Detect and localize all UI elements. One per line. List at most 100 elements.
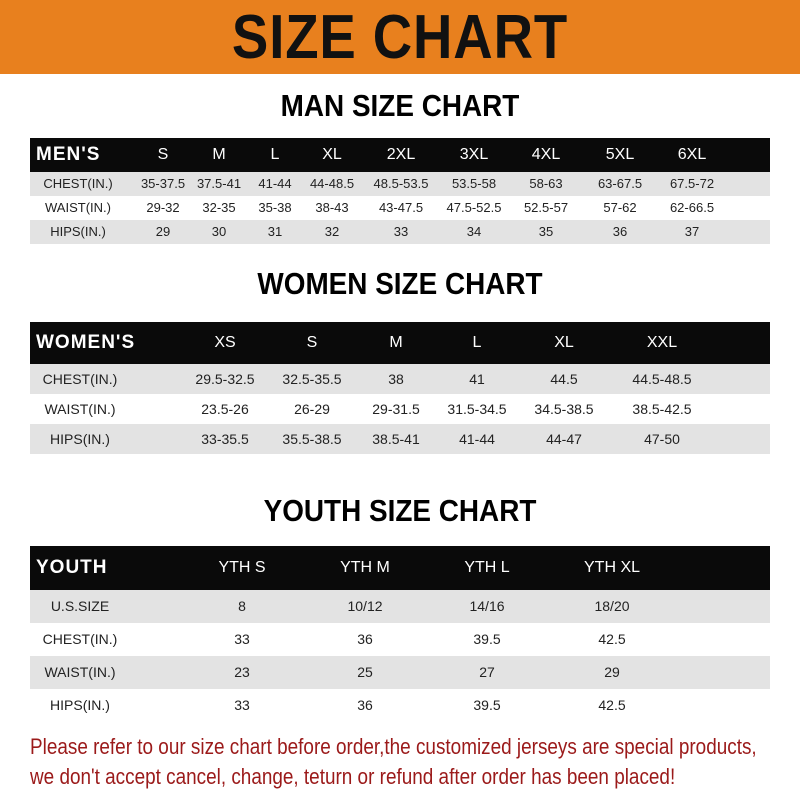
column-header: YTH L xyxy=(464,559,510,576)
men-table-row: CHEST(IN.) 35-37.5 37.5-41 41-44 44-48.5 48.5… xyxy=(30,172,770,196)
table-cell: 35-38 xyxy=(258,200,292,215)
table-cell: 39.5 xyxy=(473,631,501,647)
table-cell: 57-62 xyxy=(603,200,637,215)
column-header: S xyxy=(157,146,169,163)
table-cell: 38-43 xyxy=(315,200,349,215)
table-cell: 27 xyxy=(479,664,495,680)
column-header: M xyxy=(389,334,403,351)
table-cell: 62-66.5 xyxy=(669,200,715,215)
women-table-row: WAIST(IN.) 23.5-26 26-29 29-31.5 31.5-34.5 34… xyxy=(30,394,770,424)
table-cell: 37.5-41 xyxy=(196,176,242,191)
table-cell: 29.5-32.5 xyxy=(195,371,255,387)
table-cell: 52.5-57 xyxy=(523,200,569,215)
row-label: CHEST(IN.) xyxy=(43,176,113,191)
table-cell: 36 xyxy=(612,224,628,239)
men-table-row: HIPS(IN.) 29 30 31 32 33 34 35 36 37 xyxy=(30,220,770,244)
column-header: 3XL xyxy=(459,146,489,163)
table-cell: 38 xyxy=(388,371,404,387)
table-cell: 37 xyxy=(684,224,700,239)
table-cell: 43-47.5 xyxy=(378,200,424,215)
table-cell: 34.5-38.5 xyxy=(534,401,594,417)
row-label: WAIST(IN.) xyxy=(44,664,116,680)
banner-title: SIZE CHART xyxy=(231,3,569,72)
table-cell: 23.5-26 xyxy=(201,401,249,417)
table-cell: 33 xyxy=(234,697,250,713)
table-cell: 8 xyxy=(238,598,246,614)
table-label: YOUTH xyxy=(36,557,108,578)
table-cell: 29 xyxy=(604,664,620,680)
row-label: HIPS(IN.) xyxy=(50,224,106,239)
table-cell: 67.5-72 xyxy=(669,176,715,191)
column-header: XL xyxy=(554,334,574,351)
youth-section-title: YOUTH SIZE CHART xyxy=(263,493,537,528)
column-header: 5XL xyxy=(605,146,635,163)
youth-table-row: WAIST(IN.) 23 25 27 29 xyxy=(30,656,770,689)
table-cell: 34 xyxy=(466,224,482,239)
table-cell: 29 xyxy=(155,224,171,239)
table-cell: 33 xyxy=(234,631,250,647)
table-cell: 63-67.5 xyxy=(597,176,643,191)
table-cell: 25 xyxy=(357,664,373,680)
women-section-title: WOMEN SIZE CHART xyxy=(257,266,543,301)
table-cell: 44-48.5 xyxy=(309,176,355,191)
table-cell: 53.5-58 xyxy=(451,176,497,191)
row-label: WAIST(IN.) xyxy=(45,200,111,215)
row-label: WAIST(IN.) xyxy=(44,401,116,417)
table-cell: 31.5-34.5 xyxy=(447,401,507,417)
column-header: XXL xyxy=(646,334,678,351)
table-cell: 29-32 xyxy=(146,200,180,215)
table-cell: 44.5-48.5 xyxy=(632,371,692,387)
table-label: WOMEN'S xyxy=(36,332,136,353)
youth-table-row: U.S.SIZE 8 10/12 14/16 18/20 xyxy=(30,590,770,623)
women-table-row: HIPS(IN.) 33-35.5 35.5-38.5 38.5-41 41-44 44-… xyxy=(30,424,770,454)
men-section-title: MAN SIZE CHART xyxy=(280,88,520,123)
table-cell: 38.5-42.5 xyxy=(632,401,692,417)
table-cell: 23 xyxy=(234,664,250,680)
column-header: YTH M xyxy=(340,559,390,576)
table-cell: 33 xyxy=(393,224,409,239)
table-cell: 30 xyxy=(211,224,227,239)
women-table-row: CHEST(IN.) 29.5-32.5 32.5-35.5 38 41 44.5 44.5… xyxy=(30,364,770,394)
row-label: HIPS(IN.) xyxy=(50,697,110,713)
table-cell: 32-35 xyxy=(202,200,236,215)
table-cell: 41-44 xyxy=(459,431,495,447)
column-header: 6XL xyxy=(677,146,707,163)
column-header: XS xyxy=(214,334,236,351)
row-label: HIPS(IN.) xyxy=(50,431,110,447)
men-header-row: MEN'S S M L XL 2XL 3XL 4XL 5XL 6XL xyxy=(30,138,770,172)
table-cell: 38.5-41 xyxy=(372,431,420,447)
table-cell: 32 xyxy=(324,224,340,239)
women-header-row: WOMEN'S XS S M L XL XXL xyxy=(30,322,770,364)
table-cell: 47.5-52.5 xyxy=(446,200,502,215)
table-cell: 41 xyxy=(469,371,485,387)
table-cell: 32.5-35.5 xyxy=(282,371,342,387)
table-cell: 41-44 xyxy=(258,176,292,191)
table-cell: 44-47 xyxy=(546,431,582,447)
column-header: L xyxy=(270,146,280,163)
table-cell: 18/20 xyxy=(594,598,630,614)
column-header: S xyxy=(306,334,318,351)
notice-line-2: we don't accept cancel, change, teturn o… xyxy=(30,764,676,789)
youth-table-row: HIPS(IN.) 33 36 39.5 42.5 xyxy=(30,689,770,722)
table-cell: 42.5 xyxy=(598,631,626,647)
table-cell: 36 xyxy=(357,697,373,713)
column-header: XL xyxy=(322,146,342,163)
table-cell: 10/12 xyxy=(347,598,383,614)
men-table-row: WAIST(IN.) 29-32 32-35 35-38 38-43 43-47.5 47.… xyxy=(30,196,770,220)
column-header: L xyxy=(472,334,482,351)
column-header: 2XL xyxy=(386,146,416,163)
column-header: 4XL xyxy=(531,146,561,163)
table-cell: 44.5 xyxy=(550,371,578,387)
table-cell: 39.5 xyxy=(473,697,501,713)
column-header: YTH XL xyxy=(583,559,641,576)
youth-header-row: YOUTH YTH S YTH M YTH L YTH XL xyxy=(30,546,770,590)
table-cell: 48.5-53.5 xyxy=(373,176,429,191)
table-cell: 33-35.5 xyxy=(201,431,249,447)
table-cell: 36 xyxy=(357,631,373,647)
youth-table-row: CHEST(IN.) 33 36 39.5 42.5 xyxy=(30,623,770,656)
notice-line-1: Please refer to our size chart before or… xyxy=(30,734,757,759)
table-cell: 35 xyxy=(538,224,554,239)
banner: SIZE CHART xyxy=(0,0,800,74)
table-cell: 29-31.5 xyxy=(372,401,420,417)
table-label: MEN'S xyxy=(36,144,101,165)
